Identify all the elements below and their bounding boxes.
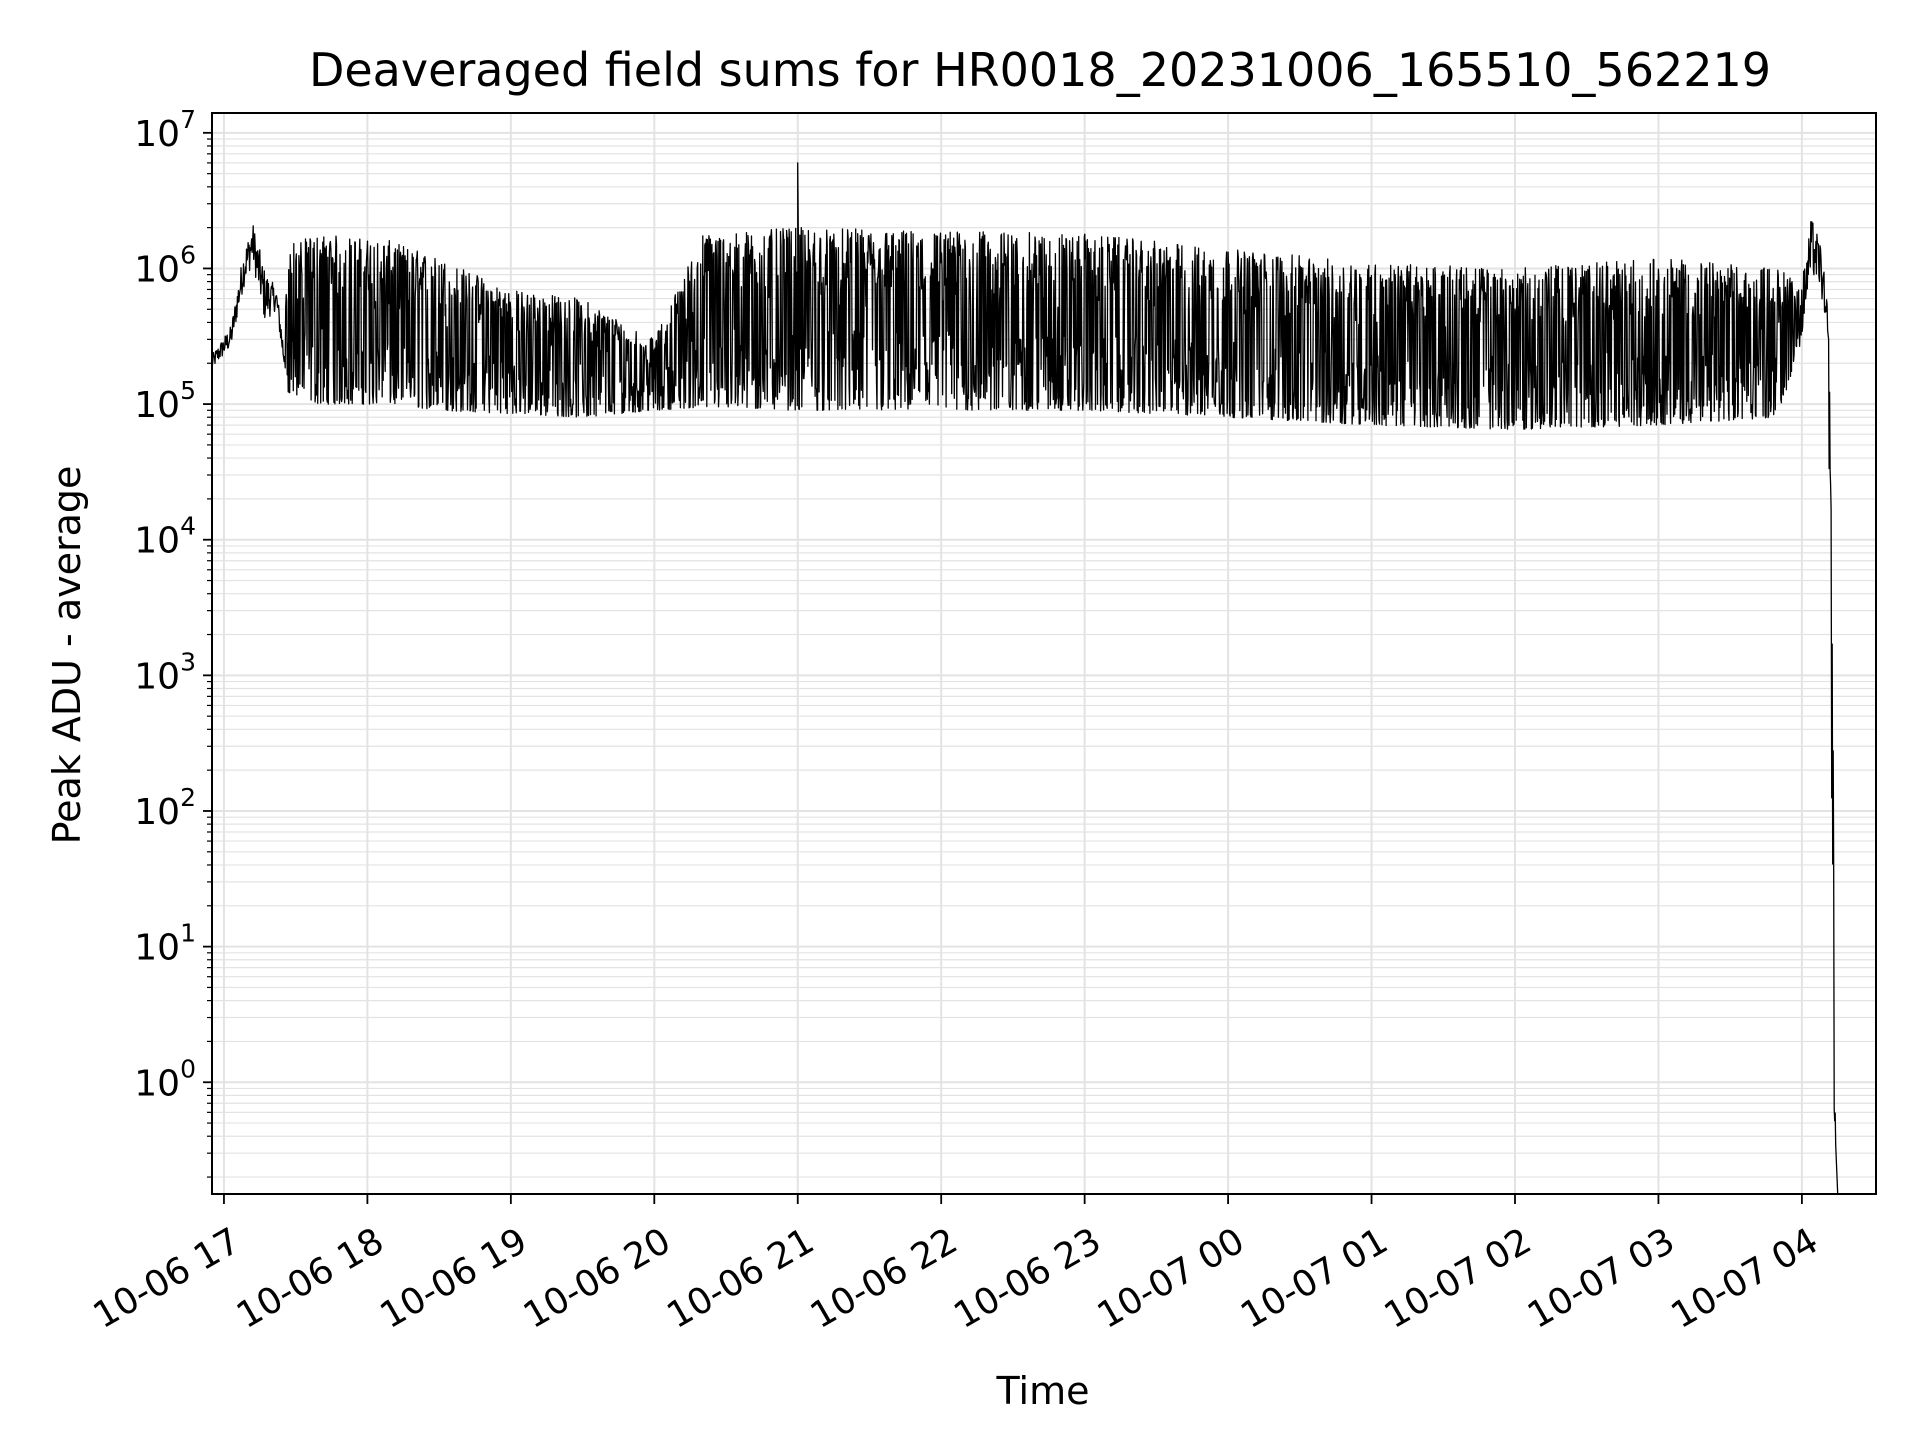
series-layer — [212, 162, 1839, 1194]
y-tick-label: 102 — [134, 783, 196, 833]
y-axis-label: Peak ADU - average — [45, 466, 89, 845]
y-tick-label: 101 — [134, 919, 196, 969]
y-tick-label: 104 — [134, 512, 196, 562]
grid — [212, 113, 1876, 1194]
y-tick-label: 107 — [134, 105, 196, 155]
y-tick-label: 106 — [134, 240, 196, 290]
y-tick-label: 103 — [134, 647, 196, 697]
y-axis: 100 101 102 103 104 105 106 107 — [134, 105, 212, 1178]
x-axis-label: Time — [996, 1369, 1090, 1413]
chart-title: Deaveraged field sums for HR0018_2023100… — [309, 43, 1771, 97]
plot-frame — [211, 112, 1877, 1195]
y-tick-label: 105 — [134, 376, 196, 426]
series-line — [212, 162, 1839, 1194]
y-tick-label: 100 — [134, 1054, 196, 1104]
